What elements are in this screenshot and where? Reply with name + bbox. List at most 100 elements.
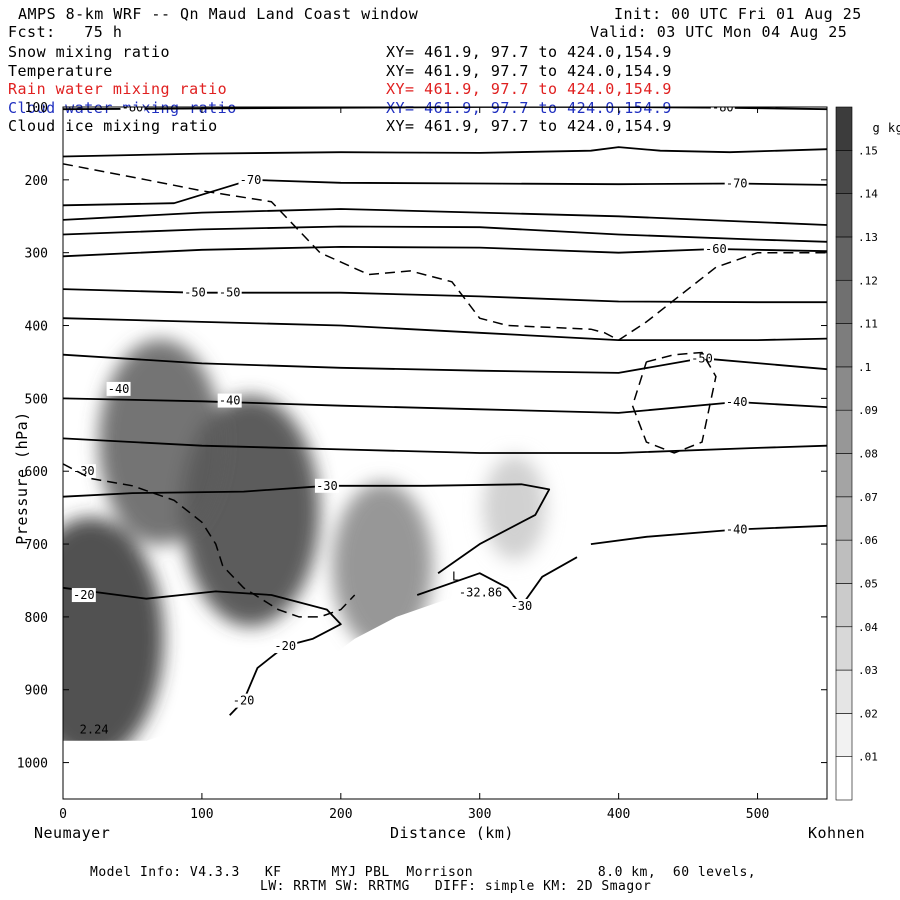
legend-xy-range: XY= 461.9, 97.7 to 424.0,154.9 xyxy=(386,117,672,135)
contour-label: -50 xyxy=(184,286,206,300)
contour-label: -40 xyxy=(726,395,748,409)
colorbar-swatch xyxy=(835,756,853,801)
contour-label: -50 xyxy=(219,286,241,300)
colorbar-swatch xyxy=(835,583,853,628)
colorbar-swatch xyxy=(835,453,853,498)
colorbar-tick-label: .02 xyxy=(858,707,878,720)
y-tick-label: 100 xyxy=(25,101,48,116)
colorbar-swatch xyxy=(835,713,853,757)
colorbar-tick-label: .01 xyxy=(858,751,878,764)
valid-time: Valid: 03 UTC Mon 04 Aug 25 xyxy=(590,23,848,41)
y-tick-label: 300 xyxy=(25,247,48,262)
y-tick-label: 500 xyxy=(25,392,48,407)
colorbar-swatch xyxy=(835,539,853,584)
snow-field xyxy=(63,339,546,761)
colorbar-swatch xyxy=(835,496,853,541)
y-tick-label: 900 xyxy=(25,684,48,699)
colorbar-tick-label: .03 xyxy=(858,664,878,677)
contour-label: -30 xyxy=(73,464,95,478)
contour-label: -70 xyxy=(240,173,262,187)
temperature-contour xyxy=(63,586,342,716)
init-time: Init: 00 UTC Fri 01 Aug 25 xyxy=(614,5,862,23)
colorbar-tick-label: .11 xyxy=(858,318,878,331)
legend-field-name: Rain water mixing ratio xyxy=(8,80,228,98)
contour-label: -20 xyxy=(73,588,95,602)
colorbar-swatch xyxy=(835,669,853,714)
x-tick-label: 0 xyxy=(59,807,67,822)
legend-row: Snow mixing ratio XY= 461.9, 97.7 to 424.… xyxy=(8,43,698,61)
left-station-label: Neumayer xyxy=(34,824,111,842)
x-tick-label: 500 xyxy=(746,807,769,822)
colorbar-tick-label: .1 xyxy=(858,361,871,374)
forecast-hour: Fcst: 75 h xyxy=(8,23,123,41)
colorbar-tick-label: .09 xyxy=(858,404,878,417)
colorbar-tick-label: .04 xyxy=(858,621,878,634)
colorbar-tick-label: .08 xyxy=(858,448,878,461)
axis-ticks: 100 200 300 400 500 600 700 800 900 1000 0 100 200 30… xyxy=(17,101,827,822)
colorbar-tick-label: .06 xyxy=(858,534,878,547)
temperature-contour xyxy=(590,524,827,545)
right-station-label: Kohnen xyxy=(808,824,866,842)
contour-label: -30 xyxy=(316,479,338,493)
colorbar-tick-label: .12 xyxy=(858,274,878,287)
colorbar-tick-label: .05 xyxy=(858,577,878,590)
plot-frame xyxy=(62,106,828,800)
temperature-contour xyxy=(63,437,827,454)
snow-maximum xyxy=(483,455,546,560)
y-axis-label: Pressure (hPa) xyxy=(13,411,31,545)
cloud-ice-contour xyxy=(631,351,717,454)
contour-label: -40 xyxy=(726,522,748,536)
colorbar-swatch xyxy=(835,366,853,411)
legend-xy-range: XY= 461.9, 97.7 to 424.0,154.9 xyxy=(386,43,672,61)
contour-label: -30 xyxy=(511,599,533,613)
model-physics: LW: RRTM SW: RRTMG DIFF: simple KM: 2D S… xyxy=(260,879,652,894)
contour-label: -80 xyxy=(122,101,144,115)
cloud-ice-contour xyxy=(63,163,827,341)
legend-field-name: Cloud ice mixing ratio xyxy=(8,117,218,135)
legend-row: Rain water mixing ratio XY= 461.9, 97.7 t… xyxy=(8,80,698,98)
contour-label: -40 xyxy=(108,382,130,396)
temperature-contour xyxy=(63,288,827,304)
snow-shading xyxy=(63,339,546,761)
legend-xy-range: XY= 461.9, 97.7 to 424.0,154.9 xyxy=(386,61,672,80)
colorbar: .01 .02 .03 .04 .05 .06 .07 .08 .09 .1 .11 .12 .13 .1… xyxy=(835,106,878,801)
legend-field-name: Temperature xyxy=(8,61,113,80)
colorbar-swatch xyxy=(835,323,853,368)
temperature-contour xyxy=(63,146,827,158)
x-tick-label: 100 xyxy=(190,807,213,822)
contour-label: -80 xyxy=(712,101,734,115)
cloud-ice-contour xyxy=(63,463,356,618)
temperature-contour xyxy=(63,208,827,226)
y-tick-label: 200 xyxy=(25,174,48,189)
legend-field-name: Snow mixing ratio xyxy=(8,43,171,61)
chart-annotation: -32.86 xyxy=(459,585,502,599)
colorbar-swatch xyxy=(835,626,853,671)
chart-annotation: 2.24 xyxy=(80,722,109,736)
legend-xy-range: XY= 461.9, 97.7 to 424.0,154.9 xyxy=(386,80,672,98)
colorbar-swatch xyxy=(835,279,853,324)
y-tick-label: 400 xyxy=(25,320,48,335)
temperature-contour xyxy=(63,317,827,341)
x-tick-label: 200 xyxy=(329,807,352,822)
x-axis-label: Distance (km) xyxy=(390,824,514,842)
snow-maximum xyxy=(332,482,433,650)
legend-row: Temperature XY= 461.9, 97.7 to 424.0,154.… xyxy=(8,62,698,80)
colorbar-tick-label: .07 xyxy=(858,491,878,504)
colorbar-tick-label: .15 xyxy=(858,144,878,157)
colorbar-tick-label: .14 xyxy=(858,188,878,201)
cloud-ice-contours xyxy=(63,163,827,618)
colorbar-unit-text: g kg xyxy=(872,121,900,135)
contour-label: -40 xyxy=(219,394,241,408)
colorbar-tick-label: .13 xyxy=(858,231,878,244)
snow-maximum xyxy=(63,517,164,761)
terrain-mask xyxy=(63,518,827,799)
legend-row: Cloud ice mixing ratio XY= 461.9, 97.7 to… xyxy=(8,117,698,135)
contour-label: -20 xyxy=(274,639,296,653)
y-tick-label: 800 xyxy=(25,611,48,626)
colorbar-swatch xyxy=(835,409,853,454)
colorbar-unit: g kg-1 xyxy=(857,101,900,136)
x-tick-label: 300 xyxy=(468,807,491,822)
contour-label: -60 xyxy=(705,242,727,256)
x-tick-label: 400 xyxy=(607,807,630,822)
